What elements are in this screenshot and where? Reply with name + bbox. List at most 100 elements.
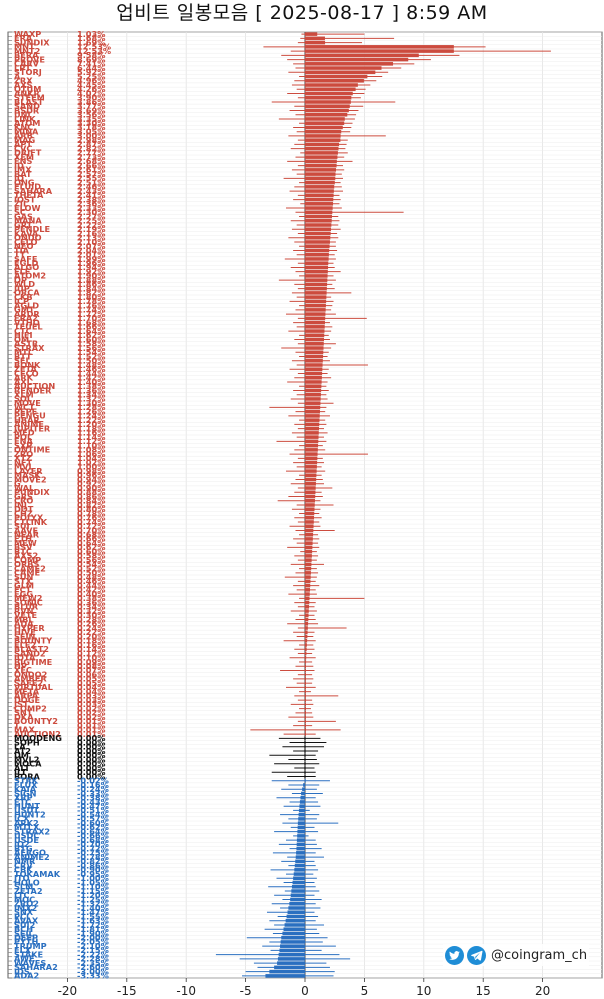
row-label: APT bbox=[14, 139, 32, 149]
row-label: ILT bbox=[14, 767, 27, 777]
bar-moodeng bbox=[304, 736, 306, 741]
bar-storj bbox=[305, 70, 376, 75]
bar-ondo2 bbox=[305, 672, 306, 677]
row-percent: 12.53% bbox=[77, 46, 111, 56]
bar-soph bbox=[304, 740, 306, 745]
row-percent: 0.12% bbox=[77, 648, 105, 658]
row-label: COMP2 bbox=[14, 703, 47, 713]
bar-sol bbox=[305, 397, 321, 401]
row-label: EGLD bbox=[14, 258, 39, 268]
bar-glm bbox=[305, 583, 311, 588]
row-label: CBK bbox=[14, 865, 33, 875]
bar-inj bbox=[305, 503, 315, 507]
row-label: PENGU bbox=[14, 411, 46, 421]
bar-imx2 bbox=[288, 906, 305, 910]
bar-xtz bbox=[305, 456, 318, 461]
row-percent: 3.05% bbox=[77, 126, 105, 136]
row-label: XEM bbox=[14, 152, 34, 162]
telegram-plane-icon[interactable] bbox=[467, 945, 486, 965]
bar-blast2 bbox=[305, 647, 307, 652]
row-percent: 0.76% bbox=[77, 513, 105, 523]
x-tick-label: 5 bbox=[361, 984, 369, 998]
bar-iota bbox=[305, 655, 307, 660]
bar-theta bbox=[305, 193, 334, 198]
row-label: NEO bbox=[14, 241, 33, 251]
bar-elf2 bbox=[305, 643, 307, 647]
row-label: AMBER bbox=[14, 674, 47, 684]
row-label: BTC bbox=[14, 546, 32, 556]
row-percent: 0.04% bbox=[77, 682, 105, 692]
bar-sc bbox=[305, 210, 333, 215]
row-label: CRV bbox=[14, 860, 33, 870]
row-label: MINA bbox=[14, 126, 39, 136]
row-label: ZIL bbox=[14, 199, 28, 209]
row-percent: 0.92% bbox=[77, 479, 105, 489]
row-label: SUI2 bbox=[14, 920, 35, 930]
row-percent: 3.30% bbox=[77, 118, 105, 128]
row-label: BOUNTY2 bbox=[14, 716, 58, 726]
row-percent: 1.12% bbox=[77, 436, 105, 446]
bar-ada bbox=[305, 621, 309, 626]
row-percent: 1.72% bbox=[77, 309, 105, 319]
row-label: ENA bbox=[14, 436, 33, 446]
row-label: PUNDIX bbox=[14, 487, 50, 497]
row-percent: 3.56% bbox=[77, 110, 105, 120]
x-tick-label: 20 bbox=[535, 984, 550, 998]
row-percent: 0.03% bbox=[77, 699, 105, 709]
row-percent: -1.63% bbox=[77, 916, 109, 926]
row-percent: 2.13% bbox=[77, 233, 105, 243]
row-percent: 1.14% bbox=[77, 432, 105, 442]
row-label: AUCTION2 bbox=[14, 729, 61, 739]
row-percent: 0.01% bbox=[77, 725, 105, 735]
row-label: WCT bbox=[14, 402, 35, 412]
bar-etc bbox=[299, 800, 305, 804]
row-percent: 0.08% bbox=[77, 661, 105, 671]
row-label: ALT bbox=[14, 763, 30, 773]
row-label: PROVE bbox=[14, 54, 45, 64]
row-percent: 0.02% bbox=[77, 708, 105, 718]
row-percent: 0.22% bbox=[77, 627, 105, 637]
bar-layer bbox=[305, 469, 317, 473]
bar-came2 bbox=[305, 566, 312, 571]
bar-pyth bbox=[280, 940, 305, 944]
bar-zeta bbox=[305, 367, 323, 372]
row-label: AXS bbox=[14, 80, 33, 90]
row-label: FLOW bbox=[14, 203, 41, 213]
bar-hifi bbox=[305, 333, 325, 338]
bar-sundix bbox=[305, 40, 326, 45]
bar-nmr bbox=[295, 859, 305, 864]
bar-sui bbox=[305, 524, 314, 528]
row-label: CTC bbox=[14, 326, 32, 336]
row-percent: 5.25% bbox=[77, 71, 105, 81]
row-label: DOT bbox=[14, 504, 34, 514]
row-label: BLAST bbox=[14, 97, 44, 107]
row-label: BONK bbox=[14, 360, 41, 370]
row-label: SAND bbox=[14, 101, 40, 111]
row-label: MOVE2 bbox=[14, 474, 47, 484]
bar-jup bbox=[305, 286, 327, 291]
row-percent: 7.41% bbox=[77, 59, 105, 69]
row-percent: -1.10% bbox=[77, 882, 109, 892]
bar-virtual bbox=[305, 685, 306, 690]
bar-zro2 bbox=[289, 901, 305, 906]
row-label: IQ bbox=[14, 173, 24, 183]
row-percent: 2.66% bbox=[77, 160, 105, 170]
row-percent: 2.46% bbox=[77, 182, 105, 192]
bar-crv bbox=[294, 863, 305, 868]
row-percent: 0.28% bbox=[77, 614, 105, 624]
row-percent: 0.20% bbox=[77, 631, 105, 641]
row-percent: 0.03% bbox=[77, 695, 105, 705]
row-label: OP bbox=[14, 275, 27, 285]
row-label: ZETA2 bbox=[14, 886, 43, 896]
bar-near bbox=[305, 532, 314, 537]
twitter-bird-icon[interactable] bbox=[445, 945, 464, 965]
bar-apt bbox=[305, 142, 340, 147]
row-label: PENDLE bbox=[14, 224, 50, 234]
bar-ardr bbox=[305, 312, 326, 316]
row-percent: 0.38% bbox=[77, 593, 105, 603]
row-label: ERA bbox=[14, 33, 33, 43]
row-percent: -3.00% bbox=[77, 966, 109, 976]
row-percent: 0.50% bbox=[77, 568, 105, 578]
row-label: MVL bbox=[14, 462, 34, 472]
row-percent: 0.14% bbox=[77, 644, 105, 654]
